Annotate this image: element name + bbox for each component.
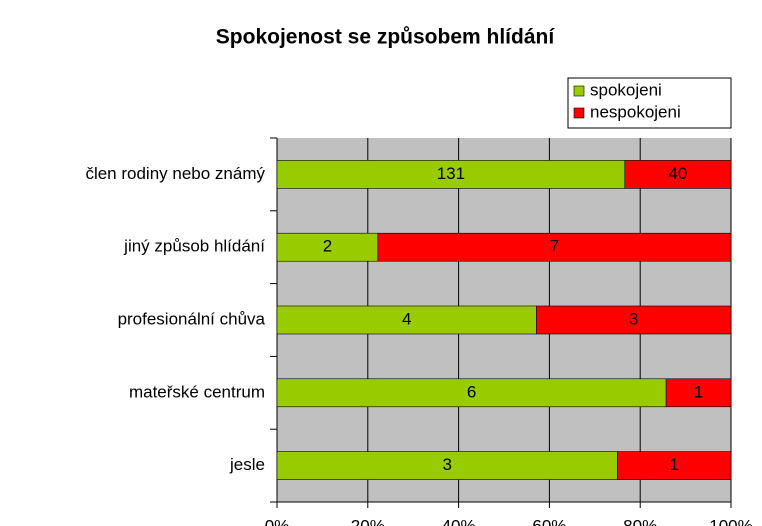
data-label: 4 [402, 309, 411, 328]
y-tick-label: jesle [229, 455, 265, 474]
bar-segment [665, 378, 732, 408]
data-label: 6 [467, 382, 476, 401]
legend-swatch [573, 85, 585, 97]
legend [567, 77, 732, 129]
x-tick-label: 100% [709, 516, 752, 526]
data-label: 3 [629, 309, 638, 328]
x-tick-label: 60% [532, 516, 566, 526]
x-tick-label: 40% [442, 516, 476, 526]
x-tick-label: 20% [351, 516, 385, 526]
y-tick-label: jiný způsob hlídání [123, 237, 265, 256]
bar-segment [276, 378, 667, 408]
y-tick-label: mateřské centrum [129, 382, 265, 401]
chart-title: Spokojenost se způsobem hlídání [216, 26, 556, 49]
y-tick-label: člen rodiny nebo známý [85, 164, 265, 183]
data-label: 40 [668, 164, 687, 183]
bar-segment [276, 451, 618, 480]
bar-segment [276, 160, 626, 189]
bar-segment [377, 232, 732, 262]
data-label: 1 [694, 382, 703, 401]
data-label: 131 [437, 164, 465, 183]
legend-label: nespokojeni [590, 102, 681, 121]
data-label: 3 [443, 455, 452, 474]
bar-segment [624, 160, 732, 189]
bar-segment [617, 451, 732, 480]
data-label: 7 [550, 237, 559, 256]
data-label: 1 [670, 455, 679, 474]
bar-segment [536, 305, 732, 335]
bar-segment [276, 305, 537, 335]
legend-swatch [573, 107, 585, 119]
bar-segment [276, 232, 379, 262]
x-tick-label: 80% [623, 516, 657, 526]
legend-label: spokojeni [590, 80, 662, 99]
y-tick-label: profesionální chůva [118, 309, 266, 328]
x-tick-label: 0% [265, 516, 290, 526]
data-label: 2 [323, 237, 332, 256]
